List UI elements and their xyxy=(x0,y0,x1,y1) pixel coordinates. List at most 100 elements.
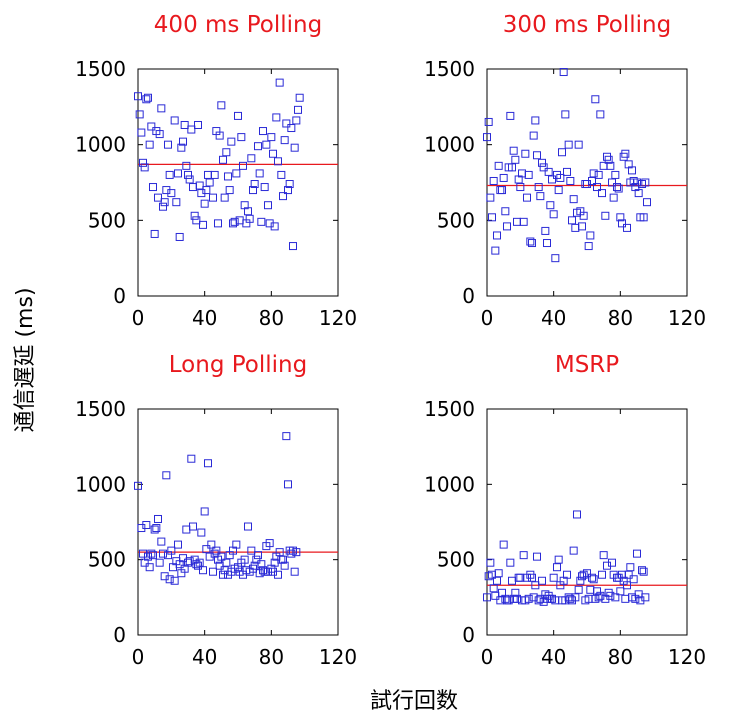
data-point xyxy=(222,558,231,567)
data-point xyxy=(279,555,287,564)
data-point xyxy=(200,507,209,516)
data-point xyxy=(513,594,521,603)
data-point xyxy=(147,122,156,131)
data-point xyxy=(289,242,297,251)
data-point xyxy=(182,525,191,534)
data-point xyxy=(209,193,217,202)
plot-frame xyxy=(486,68,688,297)
data-point xyxy=(521,149,530,158)
data-point xyxy=(486,558,495,567)
data-point xyxy=(195,558,204,567)
data-point xyxy=(189,183,197,192)
data-point xyxy=(165,170,174,179)
data-point xyxy=(513,217,521,226)
data-point xyxy=(285,180,294,189)
data-point xyxy=(140,163,149,172)
data-point xyxy=(292,116,301,125)
data-point xyxy=(145,563,154,572)
y-tick-label: 0 xyxy=(113,623,126,647)
data-point xyxy=(230,217,239,226)
data-point xyxy=(215,131,224,140)
data-point xyxy=(290,143,299,152)
data-point xyxy=(551,254,560,263)
data-point xyxy=(558,148,566,157)
data-point xyxy=(593,183,601,192)
data-point xyxy=(245,214,254,223)
plot-frame xyxy=(137,68,339,297)
y-tick-label: 0 xyxy=(462,623,475,647)
data-point xyxy=(247,546,256,555)
data-point xyxy=(528,239,536,248)
data-point xyxy=(259,127,267,136)
data-point xyxy=(529,131,538,140)
data-point xyxy=(187,454,196,463)
data-point xyxy=(239,161,247,170)
data-point xyxy=(571,593,580,602)
data-point xyxy=(616,213,625,222)
data-point xyxy=(534,596,543,605)
data-point xyxy=(170,116,179,125)
data-point xyxy=(227,137,236,146)
data-point xyxy=(534,183,543,192)
data-point xyxy=(142,521,151,530)
x-tick-label: 120 xyxy=(668,306,706,330)
x-tick-label: 40 xyxy=(541,645,566,669)
x-tick-label: 0 xyxy=(132,645,145,669)
data-point xyxy=(232,169,241,178)
data-point xyxy=(483,133,491,142)
data-point xyxy=(260,183,269,192)
x-tick-label: 80 xyxy=(259,306,284,330)
panel-title: 300 ms Polling xyxy=(503,12,671,38)
data-point xyxy=(609,193,618,202)
data-point xyxy=(187,125,196,134)
data-point xyxy=(516,183,525,192)
data-point xyxy=(633,549,641,558)
data-point xyxy=(511,155,520,164)
data-point xyxy=(549,210,558,219)
data-point xyxy=(182,161,191,170)
data-point xyxy=(209,567,217,576)
data-point xyxy=(190,211,199,220)
x-tick-label: 40 xyxy=(541,306,566,330)
data-point xyxy=(489,176,498,185)
data-point xyxy=(150,229,159,238)
y-tick-label: 500 xyxy=(437,548,475,572)
data-point xyxy=(252,555,261,564)
data-point xyxy=(544,167,553,176)
data-point xyxy=(498,186,506,195)
data-point xyxy=(250,180,259,189)
data-point xyxy=(217,101,226,110)
data-point xyxy=(533,552,541,561)
data-point xyxy=(174,540,182,549)
data-point xyxy=(554,186,563,195)
data-point xyxy=(483,593,491,602)
data-point xyxy=(578,222,586,231)
data-point xyxy=(591,95,600,104)
data-point xyxy=(154,514,162,523)
data-point xyxy=(219,155,227,164)
x-tick-label: 40 xyxy=(192,645,217,669)
x-tick-label: 80 xyxy=(259,645,284,669)
data-point xyxy=(589,575,598,584)
data-point xyxy=(222,148,231,157)
y-tick-label: 0 xyxy=(113,284,126,308)
data-point xyxy=(142,95,151,104)
data-point xyxy=(554,555,563,564)
y-tick-label: 1500 xyxy=(75,57,126,81)
data-point xyxy=(623,223,631,232)
data-point xyxy=(149,183,157,192)
data-point xyxy=(533,151,541,160)
data-point xyxy=(524,594,533,603)
data-point xyxy=(237,133,246,142)
data-point xyxy=(195,181,204,190)
data-point xyxy=(159,202,167,211)
data-point xyxy=(639,213,648,222)
data-point xyxy=(154,193,162,202)
data-point xyxy=(586,585,595,594)
data-point xyxy=(280,561,289,570)
data-point xyxy=(618,219,626,228)
data-point xyxy=(514,573,523,582)
data-point xyxy=(172,198,181,207)
data-point xyxy=(494,569,503,578)
x-tick-label: 80 xyxy=(608,306,633,330)
